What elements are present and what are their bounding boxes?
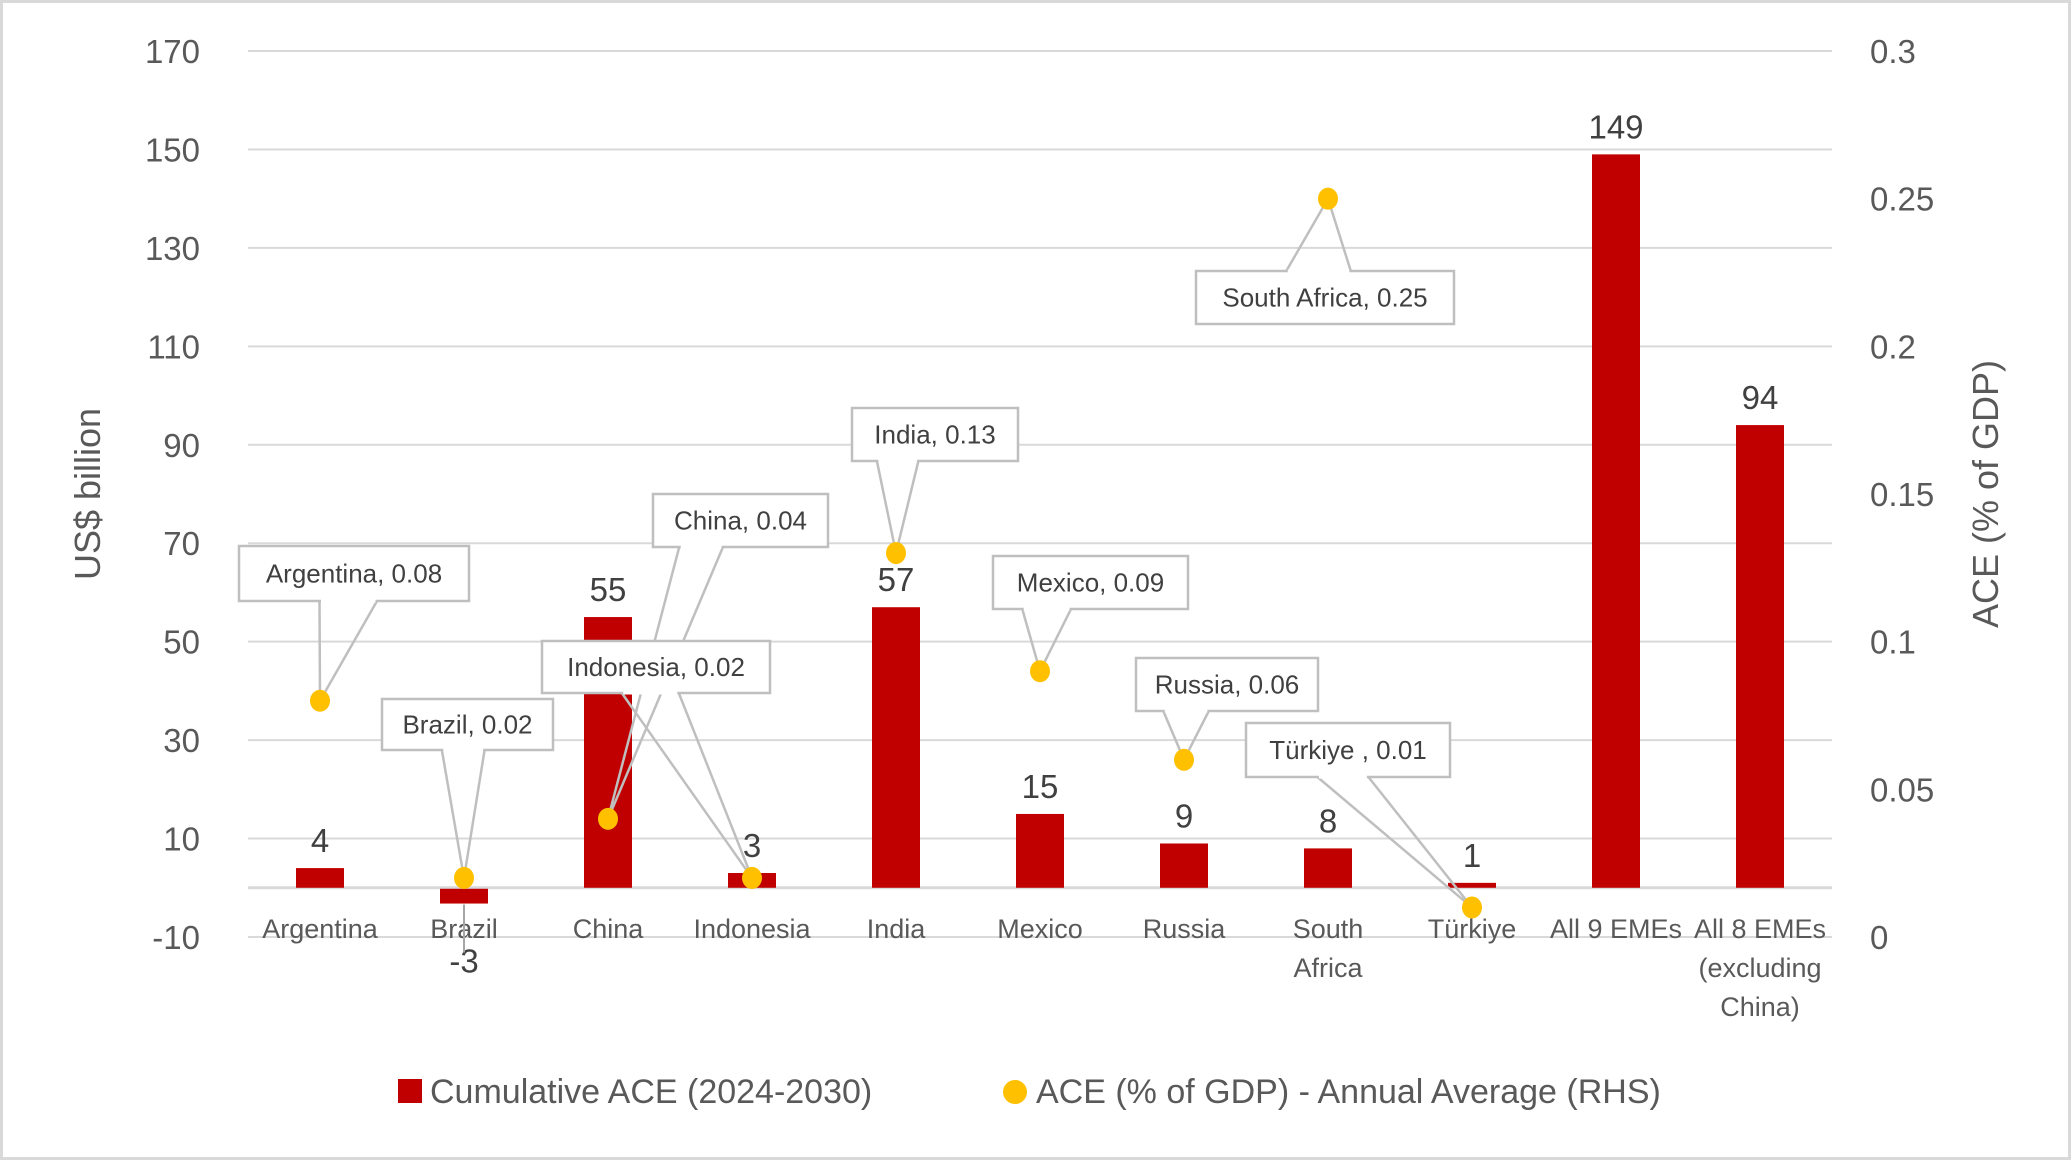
left-tick-label: 10 xyxy=(163,821,200,858)
left-tick-label: 70 xyxy=(163,525,200,562)
callout-label: Russia, 0.06 xyxy=(1155,670,1300,700)
callout-layer: Argentina, 0.08 Brazil, 0.02 China, 0.04 In… xyxy=(237,195,1473,909)
category-label: All 9 EMEs xyxy=(1550,914,1682,944)
data-point xyxy=(1462,896,1482,919)
callout-label: India, 0.13 xyxy=(874,420,995,450)
left-tick-label: 130 xyxy=(145,230,200,267)
right-axis-title: ACE (% of GDP) xyxy=(1965,360,2006,628)
bar xyxy=(872,607,920,888)
callout-pointer xyxy=(1020,607,1074,675)
bar-value-label: 3 xyxy=(743,827,761,864)
left-tick-label: 170 xyxy=(145,33,200,70)
left-axis-title: US$ billion xyxy=(67,408,108,580)
callout-pointer xyxy=(1284,195,1353,273)
legend-label-point: ACE (% of GDP) - Annual Average (RHS) xyxy=(1036,1073,1661,1111)
callout-pointer xyxy=(318,599,380,706)
callout-label: Mexico, 0.09 xyxy=(1017,568,1164,598)
bar xyxy=(440,888,488,904)
callout-label: China, 0.04 xyxy=(674,506,807,536)
callout-box xyxy=(1244,721,1452,779)
callout-box xyxy=(1134,656,1320,713)
callout-pointer xyxy=(440,748,487,879)
right-tick-label: 0 xyxy=(1870,919,1888,956)
data-point xyxy=(886,542,906,565)
data-point xyxy=(1030,660,1050,683)
bar xyxy=(1304,848,1352,888)
data-point xyxy=(1318,187,1338,210)
callout-box xyxy=(1194,269,1456,326)
callout-box xyxy=(991,554,1190,611)
category-label: South xyxy=(1293,914,1364,944)
category-label: Mexico xyxy=(997,914,1083,944)
callout-pointer xyxy=(619,691,754,879)
bar xyxy=(1160,843,1208,888)
left-axis-ticks: -10 10 30 50 70 90 110 130 150 170 xyxy=(145,33,200,956)
bar-value-label: 94 xyxy=(1742,379,1779,416)
gridlines xyxy=(248,50,1832,938)
callout-box xyxy=(540,639,772,695)
right-tick-label: 0.25 xyxy=(1870,181,1934,218)
right-axis-ticks: 0 0.05 0.1 0.15 0.2 0.25 0.3 xyxy=(1870,33,1934,956)
legend-swatch-bar xyxy=(398,1079,422,1103)
bar-value-label: 15 xyxy=(1022,768,1059,805)
bar-value-label: 1 xyxy=(1463,837,1481,874)
category-label: Russia xyxy=(1143,914,1227,944)
callout-pointer xyxy=(875,459,920,554)
right-tick-label: 0.1 xyxy=(1870,624,1916,661)
right-tick-label: 0.15 xyxy=(1870,476,1934,513)
bar xyxy=(1448,882,1496,888)
data-point xyxy=(454,866,474,889)
bar xyxy=(296,868,344,888)
right-tick-label: 0.2 xyxy=(1870,328,1916,365)
left-tick-label: 30 xyxy=(163,722,200,759)
bar xyxy=(1016,813,1064,888)
right-tick-label: 0.3 xyxy=(1870,33,1916,70)
callout-box xyxy=(651,492,830,549)
callout-label: Brazil, 0.02 xyxy=(402,710,532,740)
point-series xyxy=(310,187,1482,919)
bar-value-label: 4 xyxy=(311,822,329,859)
category-label: Argentina xyxy=(262,914,379,944)
category-label: Indonesia xyxy=(693,914,811,944)
category-label: Türkiye xyxy=(1428,914,1517,944)
bar-series xyxy=(296,154,1784,904)
left-tick-label: 110 xyxy=(147,328,200,365)
bar xyxy=(1736,425,1784,888)
bar-value-label: 55 xyxy=(590,571,627,608)
left-tick-label: 90 xyxy=(163,427,200,464)
category-label: All 8 EMEs xyxy=(1694,914,1826,944)
legend-swatch-point xyxy=(1003,1080,1027,1104)
callout-box xyxy=(237,544,471,603)
data-point xyxy=(310,689,330,712)
category-labels: Argentina Brazil China Indonesia India Mexico… xyxy=(262,914,1826,1022)
callout-box xyxy=(380,697,555,752)
bar xyxy=(1592,154,1640,888)
bar-value-label: 9 xyxy=(1175,797,1193,834)
callout-label: Türkiye , 0.01 xyxy=(1269,735,1427,765)
legend-label-bar: Cumulative ACE (2024-2030) xyxy=(430,1073,872,1111)
data-point xyxy=(598,807,618,830)
callout-box xyxy=(850,406,1020,463)
data-point xyxy=(742,866,762,889)
bar-value-label: 8 xyxy=(1319,802,1337,839)
category-label: China) xyxy=(1720,992,1800,1022)
category-label: India xyxy=(867,914,927,944)
data-point xyxy=(1174,748,1194,771)
callout-label: Argentina, 0.08 xyxy=(266,559,442,589)
legend: Cumulative ACE (2024-2030) ACE (% of GDP… xyxy=(398,1073,1661,1111)
callout-label: South Africa, 0.25 xyxy=(1222,283,1427,313)
category-label: Africa xyxy=(1293,953,1363,983)
left-tick-label: 50 xyxy=(163,624,200,661)
callout-label: Indonesia, 0.02 xyxy=(567,652,745,682)
right-tick-label: 0.05 xyxy=(1870,771,1934,808)
bar-value-label: 57 xyxy=(878,561,915,598)
category-label: China xyxy=(573,914,645,944)
bar-value-label: 149 xyxy=(1588,108,1643,145)
left-tick-label: 150 xyxy=(145,131,200,168)
category-label: (excluding xyxy=(1698,953,1821,983)
left-tick-label: -10 xyxy=(152,919,200,956)
